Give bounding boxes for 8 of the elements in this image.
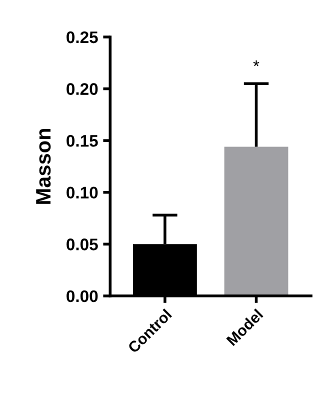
annotation: * (253, 60, 260, 66)
y-tick-label: 0.25 (66, 31, 98, 44)
y-axis-title: Masson (36, 128, 51, 204)
y-tick-label: 0.05 (66, 238, 98, 250)
y-tick-label: 0.15 (66, 134, 98, 147)
y-tick-label: 0.00 (66, 290, 98, 302)
y-tick-label: 0.10 (66, 186, 98, 199)
y-tick-label: 0.20 (66, 83, 98, 95)
